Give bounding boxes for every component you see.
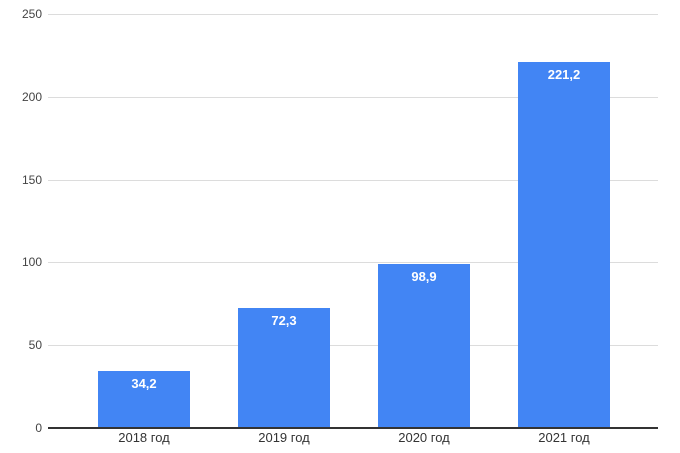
x-axis-line: [48, 427, 658, 429]
bar-value-label: 72,3: [271, 313, 297, 328]
bar[interactable]: 72,3: [238, 308, 330, 428]
x-axis-tick-label: 2018 год: [118, 430, 170, 445]
gridline: [48, 345, 658, 346]
bar-value-label: 34,2: [131, 376, 157, 391]
y-axis-tick-label: 150: [21, 173, 42, 187]
gridline: [48, 262, 658, 263]
x-axis-tick-label: 2019 год: [258, 430, 310, 445]
bar[interactable]: 98,9: [378, 264, 470, 428]
bar[interactable]: 221,2: [518, 62, 610, 428]
y-axis-tick-label: 0: [35, 421, 42, 435]
y-axis-tick-label: 200: [21, 90, 42, 104]
y-axis-tick-label: 250: [21, 7, 42, 21]
x-axis-tick-label: 2020 год: [398, 430, 450, 445]
bar-value-label: 221,2: [547, 67, 581, 82]
y-axis-tick-label: 50: [28, 338, 42, 352]
gridline: [48, 97, 658, 98]
gridline: [48, 14, 658, 15]
bar[interactable]: 34,2: [98, 371, 190, 428]
y-axis-tick-label: 100: [21, 255, 42, 269]
gridline: [48, 180, 658, 181]
x-axis-tick-label: 2021 год: [538, 430, 590, 445]
bar-value-label: 98,9: [411, 269, 437, 284]
